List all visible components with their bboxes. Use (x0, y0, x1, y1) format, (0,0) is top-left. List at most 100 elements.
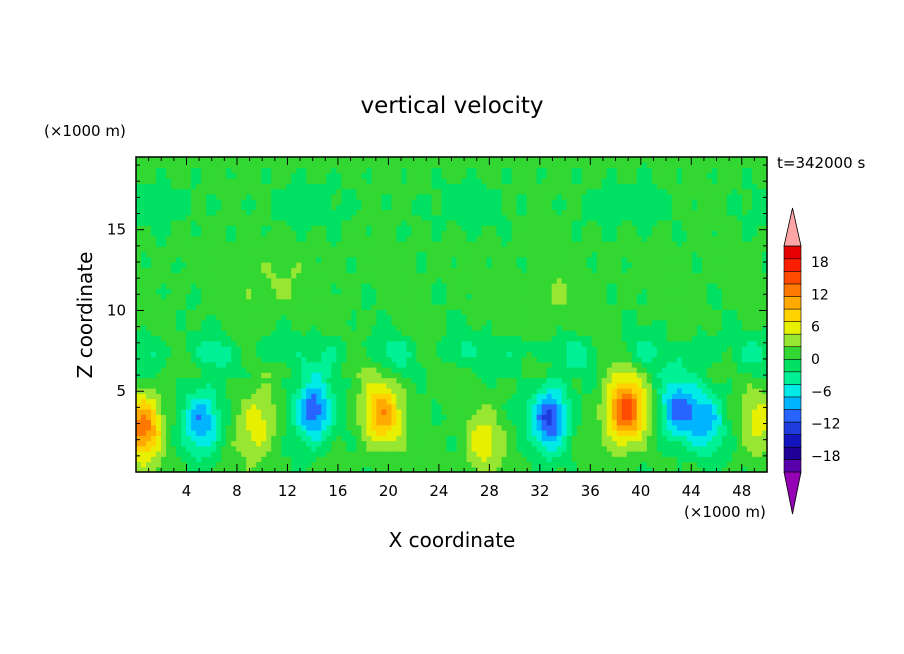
field-cell (256, 367, 262, 373)
field-cell (386, 361, 393, 368)
field-cell (656, 403, 663, 410)
field-cell (656, 414, 663, 421)
field-cell (396, 361, 403, 368)
field-cell (481, 330, 488, 337)
field-cell (491, 340, 498, 347)
field-cell (676, 409, 683, 415)
field-cell (171, 419, 177, 426)
field-cell (141, 267, 147, 274)
field-cell (581, 293, 588, 300)
field-cell (246, 367, 252, 373)
field-cell (661, 267, 668, 274)
field-cell (376, 419, 382, 426)
field-cell (216, 267, 222, 274)
field-cell (556, 372, 563, 379)
field-cell (556, 272, 563, 279)
field-cell (716, 283, 723, 289)
field-cell (331, 356, 337, 363)
field-cell (296, 346, 302, 352)
field-cell (226, 304, 232, 310)
field-cell (496, 414, 503, 421)
field-cell (431, 456, 438, 463)
field-cell (391, 377, 398, 384)
field-cell (181, 267, 187, 274)
field-cell (186, 403, 192, 410)
field-cell (621, 451, 628, 457)
field-cell (171, 445, 177, 452)
field-cell (306, 393, 312, 400)
field-cell (601, 298, 608, 305)
field-cell (701, 267, 708, 274)
field-cell (671, 424, 678, 431)
field-cell (361, 340, 367, 347)
field-cell (506, 419, 513, 426)
field-cell (331, 346, 337, 352)
field-cell (326, 430, 332, 436)
field-cell (551, 430, 558, 436)
field-cell (356, 388, 362, 394)
field-cell (196, 277, 202, 284)
field-cell (561, 419, 568, 426)
field-cell (721, 424, 728, 431)
field-cell (206, 403, 212, 410)
field-cell (676, 277, 683, 284)
field-cell (371, 435, 377, 442)
field-cell (301, 309, 307, 316)
field-cell (596, 377, 603, 384)
field-cell (751, 440, 758, 447)
field-cell (201, 445, 207, 452)
field-cell (171, 283, 177, 289)
field-cell (421, 424, 428, 431)
field-cell (466, 435, 473, 442)
field-cell (246, 346, 252, 352)
field-cell (526, 440, 533, 447)
field-cell (616, 277, 623, 284)
field-cell (376, 340, 382, 347)
field-cell (336, 288, 342, 295)
field-cell (476, 451, 483, 457)
field-cell (296, 283, 302, 289)
field-cell (246, 451, 252, 457)
field-cell (621, 419, 628, 426)
field-cell (531, 372, 538, 379)
field-cell (211, 335, 217, 342)
field-cell (376, 330, 382, 337)
field-cell (556, 419, 563, 426)
field-cell (211, 319, 217, 326)
field-cell (761, 314, 768, 321)
field-cell (666, 361, 673, 368)
field-cell (261, 382, 267, 389)
field-cell (161, 367, 167, 373)
field-cell (351, 330, 357, 337)
field-cell (141, 461, 147, 468)
field-cell (311, 382, 317, 389)
field-cell (346, 309, 352, 316)
field-cell (616, 377, 623, 384)
field-cell (536, 388, 543, 394)
field-cell (571, 388, 578, 394)
field-cell (546, 340, 553, 347)
field-cell (581, 445, 588, 452)
field-cell (621, 356, 628, 363)
field-cell (361, 319, 367, 326)
field-cell (246, 356, 252, 363)
field-cell (651, 440, 658, 447)
field-cell (266, 272, 272, 279)
field-cell (701, 377, 708, 384)
field-cell (516, 314, 523, 321)
field-cell (226, 456, 232, 463)
field-cell (401, 456, 408, 463)
field-cell (361, 393, 367, 400)
field-cell (311, 319, 317, 326)
field-cell (191, 277, 197, 284)
field-cell (506, 314, 513, 321)
field-cell (501, 403, 508, 410)
field-cell (641, 456, 648, 463)
field-cell (216, 262, 222, 268)
field-cell (311, 409, 317, 415)
field-cell (196, 283, 202, 289)
field-cell (161, 304, 167, 310)
field-cell (206, 298, 212, 305)
field-cell (211, 440, 217, 447)
field-cell (271, 409, 277, 415)
